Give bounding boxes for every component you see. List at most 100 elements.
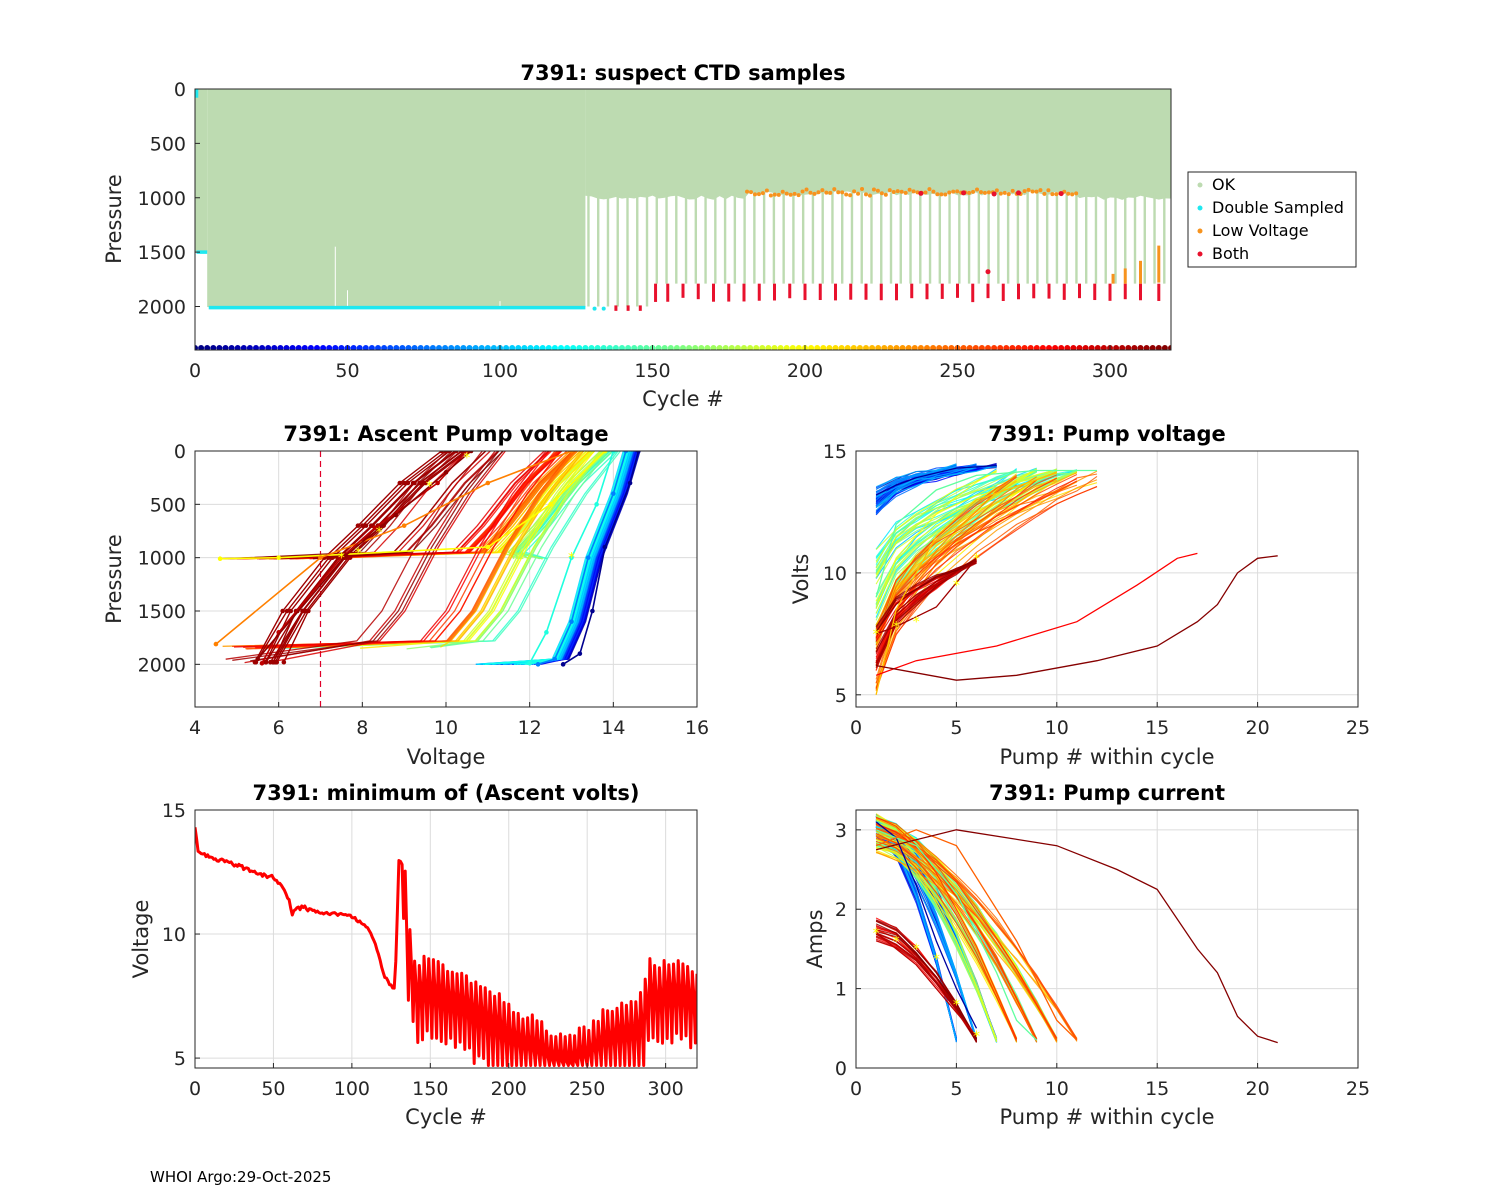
cycle-color-marker — [704, 345, 711, 350]
cycle-color-marker — [582, 345, 589, 350]
cycle-color-marker — [259, 345, 266, 350]
y-tick-label: 15 — [162, 800, 186, 822]
low-voltage-point — [1066, 191, 1071, 196]
low-voltage-point — [800, 189, 805, 194]
cycle-color-marker — [362, 345, 369, 350]
low-voltage-point — [860, 187, 865, 192]
example-pump-voltage-line — [875, 555, 1278, 681]
both-flag-point — [1016, 190, 1021, 196]
star-marker: * — [953, 578, 960, 594]
x-tick-label: 8 — [356, 717, 368, 739]
example-profile-point — [569, 619, 574, 624]
chart-title: 7391: Pump current — [989, 781, 1225, 805]
ticks: 0 50 100 150 200 250 300 5 10 15 — [162, 800, 684, 1100]
profile-line — [274, 451, 506, 662]
x-tick-label: 100 — [334, 1078, 370, 1100]
cycle-color-marker — [997, 345, 1004, 350]
cycle-color-marker — [216, 345, 223, 350]
example-profile-point — [468, 451, 474, 454]
cycle-color-marker — [527, 345, 534, 350]
y-tick-label: 15 — [823, 441, 847, 463]
profile-point — [271, 659, 276, 665]
low-voltage-point — [792, 191, 797, 196]
example-profile-line — [537, 451, 627, 666]
cycle-color-marker — [436, 345, 442, 350]
low-voltage-point — [820, 188, 825, 193]
cycle-color-marker — [1161, 345, 1168, 350]
low-voltage-point — [1002, 190, 1007, 195]
x-tick-label: 10 — [1045, 1078, 1069, 1100]
star-marker: * — [873, 926, 880, 942]
cycle-color-marker — [594, 345, 601, 350]
pump-voltage-line — [875, 486, 1098, 689]
low-voltage-point — [1010, 188, 1015, 193]
cycle-color-marker — [1058, 345, 1065, 350]
cycle-color-marker — [600, 345, 607, 350]
cycle-color-marker — [393, 345, 400, 350]
profile-point — [281, 659, 287, 665]
cycle-color-marker — [667, 345, 674, 350]
cycle-color-marker — [356, 345, 363, 350]
profile-point — [288, 608, 294, 614]
example-profile-point — [602, 451, 608, 454]
low-voltage-point — [883, 192, 888, 197]
y-tick-label: 1000 — [138, 188, 186, 210]
double-sampled-point — [601, 306, 606, 311]
cycle-color-marker — [411, 345, 418, 350]
panel-ascent-pump-voltage: * * * * * * 4 6 8 10 12 14 16 0 500 1000 1500 2000 7391:… — [102, 422, 709, 769]
legend-marker-both — [1197, 251, 1203, 257]
cycle-color-marker — [728, 345, 735, 350]
example-profile-point — [544, 630, 549, 635]
cycle-color-marker — [381, 345, 388, 350]
cycle-color-marker — [808, 345, 815, 350]
x-tick-label: 25 — [1346, 1078, 1370, 1100]
cycle-color-marker — [320, 345, 327, 350]
cycle-color-marker — [545, 345, 552, 350]
cycle-color-marker — [1009, 345, 1016, 350]
low-voltage-point — [1042, 191, 1047, 196]
axes-box — [194, 88, 1172, 351]
low-voltage-point — [848, 193, 853, 198]
example-pump-current-line — [875, 829, 1038, 1041]
profile-point — [347, 555, 353, 560]
star-marker: * — [568, 551, 575, 567]
profile-point — [252, 659, 258, 665]
low-voltage-point — [832, 187, 837, 192]
pump-current-line — [875, 816, 1018, 1040]
example-profile-point — [276, 555, 281, 560]
profile-point — [410, 480, 416, 486]
ok-samples-block — [195, 89, 208, 253]
star-marker: * — [355, 545, 362, 561]
pump-voltage-line — [875, 475, 1017, 652]
cycle-color-marker — [893, 345, 900, 350]
pump-current-line — [875, 837, 1058, 1042]
data-marks — [195, 89, 1171, 350]
pump-voltage-line — [875, 474, 1078, 642]
star-marker: * — [376, 525, 383, 541]
profile-point — [397, 480, 403, 486]
cycle-color-marker — [875, 345, 882, 350]
panel-suspect-ctd: 0 50 100 150 200 250 300 0 500 1000 1500 2000 7391:… — [102, 61, 1357, 411]
cycle-color-marker — [1131, 345, 1138, 350]
profile-line-late — [254, 451, 443, 663]
star-marker: * — [973, 551, 980, 567]
cycle-color-marker — [387, 345, 394, 350]
x-tick-label: 100 — [482, 360, 518, 382]
low-voltage-point — [840, 190, 845, 195]
low-voltage-point — [852, 189, 857, 194]
example-profile-point — [577, 651, 583, 656]
low-voltage-point — [772, 192, 777, 197]
cycle-color-marker — [930, 345, 937, 350]
cycle-color-marker — [503, 345, 510, 350]
example-profile-point — [548, 502, 553, 507]
cycle-color-marker — [765, 345, 772, 350]
cycle-color-marker — [863, 345, 869, 350]
cycle-color-marker — [265, 345, 272, 350]
low-voltage-point — [955, 189, 960, 194]
both-flag-point — [961, 190, 967, 196]
low-voltage-point — [875, 188, 880, 193]
y-tick-label: 2000 — [138, 654, 186, 676]
low-voltage-point — [931, 189, 936, 194]
cycle-color-marker — [814, 345, 821, 350]
